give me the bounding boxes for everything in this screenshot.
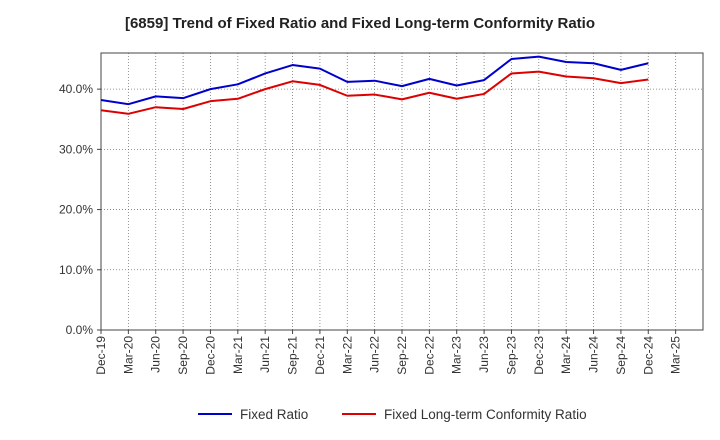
x-tick-label: Mar-21 xyxy=(231,336,245,374)
series-line-2 xyxy=(100,70,649,115)
axis-layer: 0.0% 10.0% 20.0% 30.0% 40.0% Dec-19 Mar-20 Jun-… xyxy=(59,52,704,375)
series-layer xyxy=(100,55,649,115)
x-tick-label: Sep-21 xyxy=(286,336,300,375)
grid-layer xyxy=(101,53,703,330)
y-tick-label: 0.0% xyxy=(66,323,94,337)
x-tick-label: Dec-22 xyxy=(422,336,436,375)
x-tick-label: Mar-23 xyxy=(450,336,464,374)
x-tick-label: Sep-22 xyxy=(395,336,409,375)
x-tick-label: Jun-23 xyxy=(477,336,491,373)
x-tick-label: Mar-24 xyxy=(559,336,573,374)
x-tick-label: Sep-24 xyxy=(614,336,628,375)
x-tick-label: Dec-21 xyxy=(313,336,327,375)
y-tick-label: 20.0% xyxy=(59,203,93,217)
x-tick-label: Dec-19 xyxy=(94,336,108,375)
x-tick-label: Dec-24 xyxy=(641,336,655,375)
y-tick-label: 10.0% xyxy=(59,263,93,277)
legend-label-1: Fixed Ratio xyxy=(240,407,308,422)
x-tick-label: Mar-20 xyxy=(121,336,135,374)
x-tick-label: Dec-23 xyxy=(532,336,546,375)
x-tick-label: Dec-20 xyxy=(203,336,217,375)
x-tick-label: Jun-21 xyxy=(258,336,272,373)
legend-label-2: Fixed Long-term Conformity Ratio xyxy=(384,407,587,422)
y-tick-label: 40.0% xyxy=(59,82,93,96)
x-tick-label: Sep-23 xyxy=(504,336,518,375)
x-tick-label: Mar-22 xyxy=(340,336,354,374)
series-line-1 xyxy=(100,55,649,106)
x-tick-label: Jun-24 xyxy=(587,336,601,373)
x-tick-label: Jun-22 xyxy=(368,336,382,373)
x-tick-label: Mar-25 xyxy=(669,336,683,374)
chart-title: [6859] Trend of Fixed Ratio and Fixed Lo… xyxy=(124,15,596,32)
y-tick-label: 30.0% xyxy=(59,142,93,156)
legend-layer: Fixed Ratio Fixed Long-term Conformity Ra… xyxy=(198,407,587,422)
x-tick-label: Sep-20 xyxy=(176,336,190,375)
x-tick-label: Jun-20 xyxy=(149,336,163,373)
